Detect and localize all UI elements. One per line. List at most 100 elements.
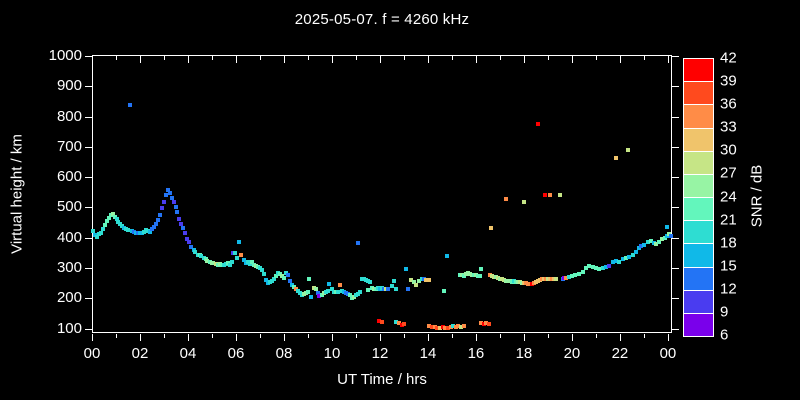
data-point: [148, 229, 153, 234]
data-point: [414, 282, 419, 287]
data-point: [315, 290, 320, 295]
x-minor-tick-top: [355, 56, 357, 60]
x-major-tick-top: [92, 56, 93, 63]
data-point: [249, 260, 254, 265]
data-point: [529, 281, 534, 286]
y-tick-label: 1000: [48, 46, 82, 64]
x-axis-label: UT Time / hrs: [337, 371, 427, 388]
x-major-tick-top: [619, 56, 621, 63]
x-minor-tick: [451, 334, 453, 338]
data-point: [634, 250, 639, 255]
colorbar-tick-label: 24: [720, 188, 737, 205]
data-point: [101, 227, 106, 232]
data-point: [435, 325, 440, 330]
data-point: [479, 321, 484, 326]
data-point: [547, 276, 552, 281]
data-point: [397, 321, 402, 326]
x-major-tick-top: [139, 56, 141, 63]
data-point: [102, 223, 107, 228]
data-point: [406, 286, 411, 291]
data-point: [199, 254, 204, 259]
colorbar-tick-label: 27: [720, 164, 737, 182]
y-tick-right: [672, 268, 679, 270]
x-major-tick: [187, 334, 189, 341]
data-point: [133, 230, 138, 235]
x-tick-label: 00: [83, 345, 101, 362]
data-point: [107, 216, 112, 221]
data-point: [239, 252, 244, 257]
x-minor-tick-top: [259, 56, 261, 60]
colorbar-segment: [684, 128, 713, 152]
x-tick-label: 10: [323, 345, 341, 362]
data-point: [259, 268, 264, 273]
data-point: [245, 259, 250, 264]
data-point: [313, 287, 318, 292]
x-major-tick-top: [187, 56, 189, 63]
data-point: [367, 279, 372, 284]
data-point: [493, 275, 498, 280]
colorbar-tick-label: 9: [720, 303, 729, 321]
x-minor-tick-top: [307, 56, 309, 60]
x-minor-tick: [307, 334, 309, 338]
x-major-tick: [379, 334, 381, 341]
y-tick-right: [672, 177, 679, 179]
y-tick-label: 100: [56, 319, 82, 337]
data-point: [590, 264, 595, 269]
data-point: [563, 275, 568, 280]
data-point: [517, 280, 522, 285]
y-tick-label: 300: [56, 259, 82, 277]
data-point: [657, 239, 662, 244]
data-point: [326, 281, 331, 286]
data-point: [456, 324, 461, 329]
data-point: [430, 324, 435, 329]
data-point: [325, 288, 330, 293]
colorbar-tick-label: 42: [720, 49, 737, 67]
data-point: [118, 221, 123, 226]
data-point: [257, 265, 262, 270]
data-point: [269, 278, 274, 283]
colorbar-tick-label: 12: [720, 280, 737, 298]
data-point: [484, 321, 489, 326]
data-point: [191, 247, 196, 252]
data-point: [450, 324, 455, 329]
data-point: [626, 147, 631, 152]
y-tick-left: [85, 237, 92, 239]
data-point: [154, 221, 159, 226]
colorbar-tick-label: 6: [720, 326, 729, 344]
data-point: [275, 270, 280, 275]
x-minor-tick-top: [163, 56, 165, 60]
x-major-tick: [92, 334, 93, 341]
data-point: [648, 238, 653, 243]
data-point: [392, 278, 397, 283]
data-point: [261, 271, 266, 276]
data-point: [234, 255, 239, 260]
y-tick-label: 900: [56, 77, 82, 95]
data-point: [523, 281, 528, 286]
y-tick-left: [85, 298, 92, 300]
data-point: [427, 277, 432, 282]
data-point: [535, 279, 540, 284]
x-major-tick: [475, 334, 477, 341]
data-point: [171, 200, 176, 205]
data-point: [379, 319, 384, 324]
data-point: [600, 265, 605, 270]
y-tick-label: 800: [56, 107, 82, 125]
data-point: [458, 325, 463, 330]
data-point: [665, 224, 669, 229]
data-point: [427, 324, 432, 329]
colorbar-segment: [684, 151, 713, 175]
x-minor-tick: [403, 334, 405, 338]
y-tick-left: [85, 268, 92, 270]
data-point: [263, 277, 268, 282]
x-minor-tick-top: [451, 56, 453, 60]
colorbar-segment: [684, 290, 713, 314]
data-point: [440, 325, 445, 330]
data-point: [505, 278, 510, 283]
y-tick-left: [85, 177, 92, 179]
data-point: [116, 219, 121, 224]
data-point: [432, 325, 437, 330]
data-point: [457, 273, 462, 278]
colorbar-tick-label: 33: [720, 118, 737, 136]
data-point: [503, 196, 508, 201]
y-axis-label: Virtual height / km: [8, 134, 26, 254]
